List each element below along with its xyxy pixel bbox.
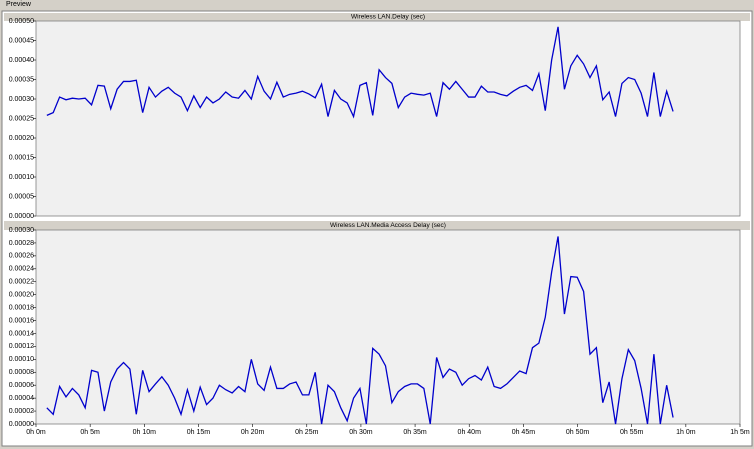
y-tick-label: 0.00000 bbox=[9, 213, 34, 220]
plot-area bbox=[35, 20, 741, 217]
title-strip bbox=[4, 13, 750, 21]
y-tick-label: 0.00008 bbox=[9, 369, 34, 376]
y-tick-label: 0.00000 bbox=[9, 421, 34, 428]
series-line bbox=[46, 236, 674, 425]
y-tick-label: 0.00010 bbox=[9, 356, 34, 363]
y-tick-label: 0.00020 bbox=[9, 292, 34, 299]
x-tick-label: 0h 35m bbox=[403, 429, 427, 436]
x-tick-label: 0h 40m bbox=[458, 429, 482, 436]
y-tick-label: 0.00030 bbox=[9, 227, 34, 234]
y-tick-label: 0.00002 bbox=[9, 408, 34, 415]
y-tick-label: 0.00015 bbox=[9, 154, 34, 161]
y-tick-label: 0.00014 bbox=[9, 330, 34, 337]
x-tick-label: 0h 10m bbox=[133, 429, 157, 436]
y-tick-label: 0.00028 bbox=[9, 240, 34, 247]
y-tick-label: 0.00005 bbox=[9, 193, 34, 200]
series-line bbox=[46, 26, 674, 119]
y-tick-label: 0.00006 bbox=[9, 382, 34, 389]
x-tick-label: 0h 5m bbox=[80, 429, 100, 436]
y-tick-label: 0.00022 bbox=[9, 279, 34, 286]
x-tick-label: 0h 30m bbox=[349, 429, 373, 436]
y-tick-label: 0.00040 bbox=[9, 57, 34, 64]
title-strip bbox=[4, 221, 750, 230]
x-tick-label: 1h 5m bbox=[730, 429, 750, 436]
x-tick-label: 0h 20m bbox=[241, 429, 265, 436]
y-tick-label: 0.00025 bbox=[9, 115, 34, 122]
y-tick-label: 0.00026 bbox=[9, 253, 34, 260]
y-tick-label: 0.00012 bbox=[9, 343, 34, 350]
y-tick-label: 0.00018 bbox=[9, 304, 34, 311]
x-tick-label: 0h 0m bbox=[26, 429, 46, 436]
y-tick-label: 0.00010 bbox=[9, 174, 34, 181]
y-tick-label: 0.00035 bbox=[9, 76, 34, 83]
panel-title: Wireless LAN.Delay (sec) bbox=[351, 14, 425, 21]
y-tick-label: 0.00050 bbox=[9, 18, 34, 25]
x-tick-label: 0h 15m bbox=[187, 429, 211, 436]
x-tick-label: 0h 55m bbox=[620, 429, 644, 436]
x-tick-label: 0h 25m bbox=[295, 429, 319, 436]
panel-title: Wireless LAN.Media Access Delay (sec) bbox=[330, 222, 446, 229]
y-tick-label: 0.00020 bbox=[9, 135, 34, 142]
y-tick-label: 0.00016 bbox=[9, 317, 34, 324]
x-tick-label: 0h 50m bbox=[566, 429, 590, 436]
y-tick-label: 0.00045 bbox=[9, 37, 34, 44]
plot-area bbox=[35, 229, 741, 425]
preview-label: Preview bbox=[6, 1, 32, 8]
x-tick-label: 0h 45m bbox=[512, 429, 536, 436]
y-tick-label: 0.00030 bbox=[9, 96, 34, 103]
y-tick-label: 0.00004 bbox=[9, 395, 34, 402]
x-tick-label: 1h 0m bbox=[676, 429, 696, 436]
y-tick-label: 0.00024 bbox=[9, 266, 34, 273]
